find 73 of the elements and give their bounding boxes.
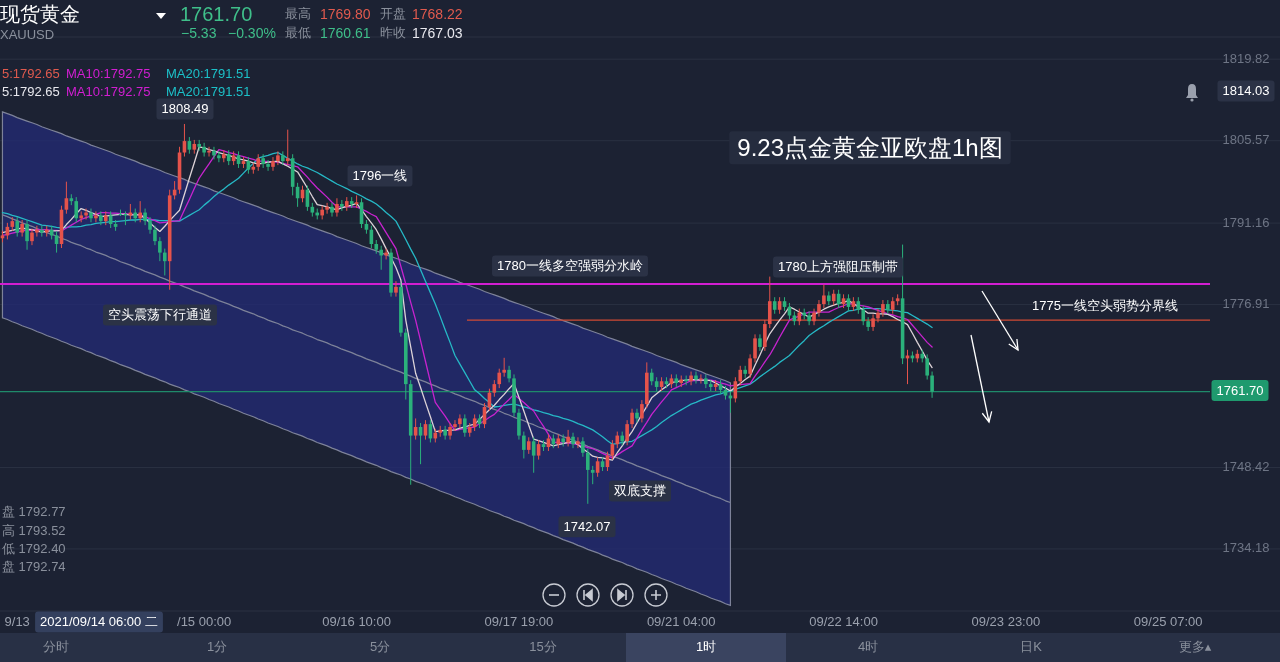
annotation: 1796一线 [352,168,408,184]
annotation: 1767.03 [412,24,463,41]
annotation: MA20:1791.51 [166,66,251,82]
candlestick [925,353,929,381]
annotation: 空头震荡下行通道 [108,307,212,323]
candlestick [763,319,767,352]
text: 1分 [206,639,228,655]
annotation: 1742.07 [563,519,611,535]
chart-subtitle: XAUUSD [0,27,55,43]
candlestick [876,308,880,323]
text: 1814.03 [1222,83,1270,99]
chart-title: 现货黄金 [0,3,80,26]
text: 1768.22 [412,5,463,22]
annotation: MA10:1792.75 [66,84,151,100]
y-tick-label: 1805.57 [1222,132,1270,148]
candlestick [807,310,811,326]
candlestick [817,299,821,318]
x-tick-label: 09/23 23:00 [971,614,1041,630]
text: 4时 [857,639,879,655]
text: 分时 [43,639,69,655]
annotation: 5:1792.65 [2,66,60,82]
candlestick [861,305,866,326]
text: 5分 [369,639,391,655]
text: 1769.80 [320,5,371,22]
text: 更多▴ [1178,639,1212,655]
y-tick-label: 1791.16 [1222,214,1270,230]
candlestick [758,333,762,352]
candlestick [930,371,934,399]
annotation: 昨收 [380,25,406,41]
x-tick-label: /15 00:00 [177,614,232,630]
annotation: 高 1793.52 [2,523,66,539]
ref-line-label: 1775一线空头弱势分界线 [1032,297,1178,313]
annotation: 双底支撑 [614,483,666,499]
y-tick-label: 1819.82 [1222,50,1270,66]
text: 1761.70 [180,3,253,26]
annotation: 5:1792.65 [2,84,60,100]
x-tick-label: 09/25 07:00 [1133,614,1203,630]
x-tick-label: 09/17 19:00 [484,614,554,630]
candlestick [753,333,757,363]
text: 15分 [529,639,557,655]
annotation: MA10:1792.75 [66,66,151,82]
candlestick [748,353,752,379]
annotation: 9.23点金黄金亚欧盘1h图 [737,134,1003,162]
ref-line-label: 1780一线多空强弱分水岭 [497,258,643,274]
y-tick-label: 1748.42 [1222,458,1270,474]
x-tick-label: 09/22 14:00 [809,614,878,630]
annotation: MA20:1791.51 [166,84,251,100]
annotation: 最低 [285,25,311,41]
candlestick [812,308,816,326]
annotation: −0.30% [228,24,276,41]
annotation: 1760.61 [320,24,371,41]
text: 1时 [695,639,717,655]
text: 开盘 [380,6,406,22]
candlestick [822,284,826,309]
candlestick [767,276,772,329]
x-tick-label: 09/16 10:00 [322,614,391,630]
y-tick-label: 1734.18 [1222,540,1270,556]
annotation: 盘 1792.74 [2,559,66,575]
annotation: −5.33 [181,24,217,41]
ref-line-label: 1761.70 [1216,382,1264,398]
candlestick [871,313,875,332]
annotation: 1808.49 [161,101,209,117]
annotation: 1780上方强阻压制带 [778,259,898,275]
x-tick-label: 09/21 04:00 [646,614,716,630]
candlestick [738,365,743,386]
annotation: 盘 1792.77 [2,504,66,520]
x-tick-label: 9/13 [4,614,30,630]
candlestick [881,299,885,318]
text: 2021/09/14 06:00 二 [40,614,158,630]
annotation: 低 1792.40 [2,541,66,557]
text: 最高 [285,6,311,22]
text: 日K [1020,639,1043,655]
y-tick-label: 1776.91 [1222,296,1270,312]
